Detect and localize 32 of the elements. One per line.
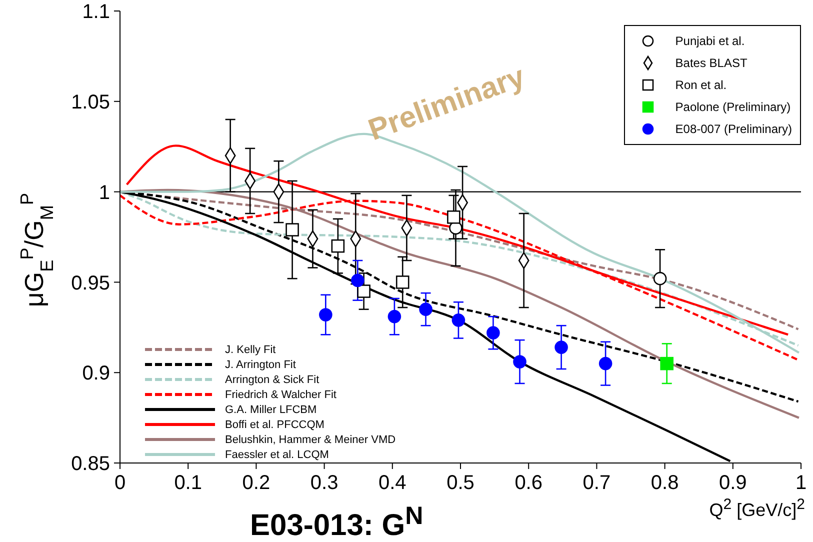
- x-tick-label: 0.6: [514, 472, 543, 494]
- legend-label: Arrington & Sick Fit: [225, 374, 320, 386]
- x-axis-title: Q$^{2}$ [GeV/c]$^{2}$: [709, 496, 805, 521]
- y-tick-label: 0.9: [82, 362, 110, 385]
- x-tick-label: 0.2: [242, 472, 270, 494]
- y-tick-label: 1: [98, 182, 110, 204]
- x-tick-label: 0.8: [650, 472, 679, 494]
- legend-label: J. Arrington Fit: [225, 358, 296, 370]
- text: E03-013: G$^{N}$: [250, 502, 424, 542]
- legend-label: Paolone (Preliminary): [675, 100, 791, 114]
- x-tick-label: 0.1: [174, 472, 202, 494]
- legend-label: Belushkin, Hammer & Meiner VMD: [225, 434, 396, 446]
- legend-label: Ron et al.: [675, 78, 727, 92]
- y-tick-label: 1.1: [82, 1, 110, 24]
- x-tick-label: 0.9: [718, 472, 747, 494]
- legend-label: G.A. Miller LFCBM: [225, 404, 317, 416]
- x-tick-label: 1: [795, 472, 807, 494]
- legend-label: Punjabi et al.: [675, 34, 745, 48]
- x-tick-label: 0.5: [446, 472, 474, 494]
- x-tick-label: 0: [114, 472, 126, 494]
- y-tick-label: 1.05: [71, 92, 110, 114]
- legend-label: Boffi et al. PFCCQM: [225, 418, 324, 430]
- x-tick-label: 0.3: [310, 472, 338, 494]
- legend-label: E08-007 (Preliminary): [675, 122, 792, 136]
- legend-label: Friedrich & Walcher Fit: [225, 388, 336, 400]
- y-tick-label: 0.85: [71, 453, 110, 476]
- legend-label: J. Kelly Fit: [225, 344, 276, 356]
- x-tick-label: 0.7: [582, 472, 611, 494]
- y-tick-label: 0.95: [71, 272, 110, 294]
- legend-label: Faessler et al. LCQM: [225, 448, 329, 460]
- legend-label: Bates BLAST: [675, 56, 748, 70]
- x-tick-label: 0.4: [378, 472, 406, 494]
